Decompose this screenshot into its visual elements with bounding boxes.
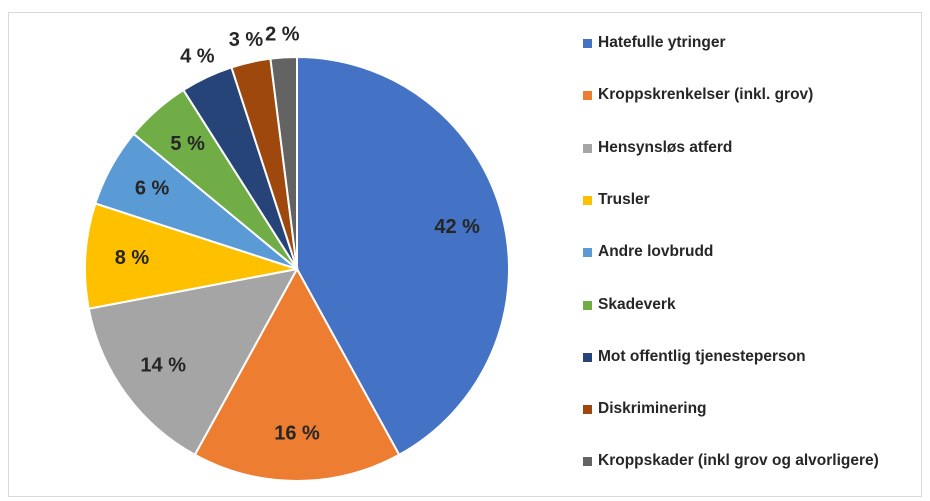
legend-item: Skadeverk (583, 294, 903, 316)
slice-label: 16 % (274, 423, 320, 445)
legend-swatch (583, 91, 592, 101)
pie-slice (84, 202, 298, 310)
pie-slice (193, 266, 401, 482)
legend-item: Kroppskrenkelser (inkl. grov) (583, 84, 903, 106)
legend-label: Andre lovbrudd (598, 243, 714, 261)
legend-label: Skadeverk (598, 295, 676, 313)
legend-label: Hensynsløs atferd (598, 138, 733, 156)
legend-item: Hatefulle ytringer (583, 32, 903, 54)
slice-label: 4 % (180, 46, 215, 68)
legend-swatch (583, 195, 592, 205)
legend-swatch (583, 352, 592, 362)
legend-item: Mot offentlig tjenesteperson (583, 346, 903, 368)
slice-label: 42 % (434, 216, 480, 238)
pie-slice (87, 267, 299, 457)
slice-label: 5 % (170, 133, 205, 155)
legend-label: Trusler (598, 190, 650, 208)
legend-swatch (583, 457, 592, 467)
legend-swatch (583, 248, 592, 258)
legend-label: Mot offentlig tjenesteperson (598, 347, 806, 365)
legend-item: Hensynsløs atferd (583, 137, 903, 159)
slice-label: 2 % (265, 24, 300, 46)
legend-label: Hatefulle ytringer (598, 34, 726, 51)
legend-item: Andre lovbrudd (583, 241, 903, 263)
pie-slice (269, 55, 298, 270)
legend-label: Diskriminering (598, 400, 707, 418)
legend-swatch (583, 39, 592, 48)
slice-label: 14 % (140, 354, 186, 376)
legend-swatch (583, 143, 592, 153)
legend-label: Kroppskader (inkl grov og alvorligere) (598, 452, 879, 470)
slice-label: 6 % (135, 178, 170, 200)
legend-swatch (583, 405, 592, 415)
legend-item: Trusler (583, 189, 903, 211)
legend-swatch (583, 300, 592, 310)
legend-item: Kroppskader (inkl grov og alvorligere) (583, 450, 903, 472)
legend-item: Diskriminering (583, 398, 903, 420)
slice-label: 3 % (229, 29, 264, 51)
chart-frame (8, 12, 922, 497)
legend-label: Kroppskrenkelser (inkl. grov) (598, 86, 814, 104)
slice-label: 8 % (115, 247, 150, 269)
pie-slice (296, 55, 510, 457)
